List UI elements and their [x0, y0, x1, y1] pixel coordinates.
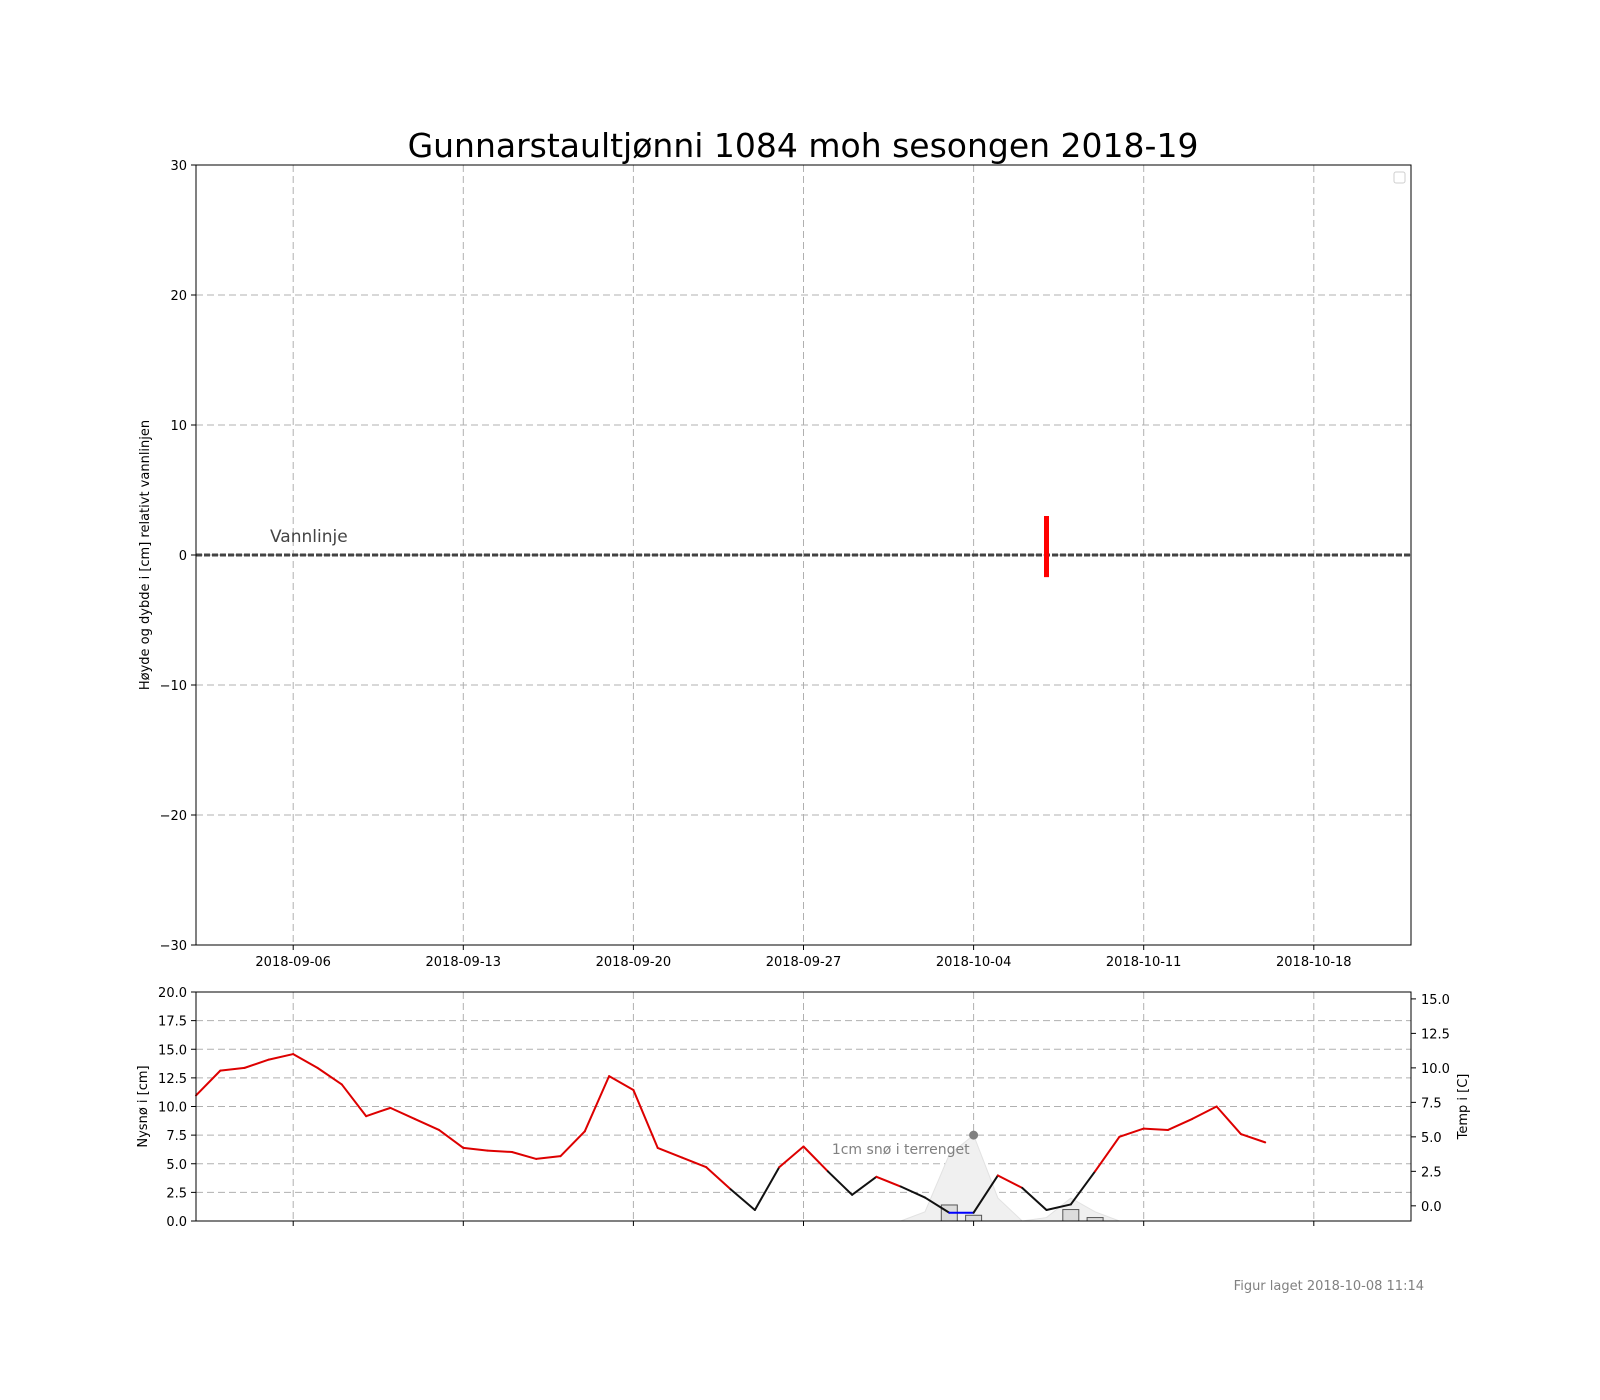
snow-bar [1062, 1209, 1080, 1222]
y-axis-label-snow: Nysnø i [cm] [136, 1065, 151, 1147]
top-axes: −30 −20 −10 0 10 20 30 2018-09-06 2018-09-13 2018… [138, 159, 1412, 970]
tick-label-y2: 12.5 [1421, 1027, 1450, 1042]
temp-segment [1045, 1203, 1072, 1211]
tick-label-y: 20 [170, 289, 187, 304]
tick-label-y2: 5.0 [1421, 1131, 1442, 1146]
temp-segment [559, 1130, 586, 1158]
bottom-content: 1cm snø i terrenget [195, 1053, 1267, 1222]
tick-label-y2: 2.5 [1421, 1165, 1442, 1180]
temp-segment [899, 1185, 926, 1199]
bottom-axes: 0.0 2.5 5.0 7.5 10.0 12.5 15.0 17.5 20.0 0.0 2.5 5.… [136, 986, 1471, 1230]
tick-label-y: 10.0 [158, 1101, 187, 1116]
temp-segment [510, 1151, 538, 1160]
temp-segment [583, 1075, 611, 1133]
temp-segment [195, 1069, 222, 1097]
temp-segment [1191, 1105, 1218, 1120]
tick-label-y: 17.5 [158, 1015, 187, 1030]
chart-title: Gunnarstaultjønni 1084 moh sesongen 2018… [408, 126, 1199, 165]
temp-segment [462, 1146, 489, 1152]
temp-segment [1118, 1127, 1145, 1138]
tick-label-x: 2018-10-11 [1106, 955, 1182, 970]
temp-segment [608, 1075, 635, 1091]
temp-segment [802, 1145, 829, 1173]
temp-segment [924, 1196, 951, 1214]
tick-label-y: 0 [179, 549, 187, 564]
temp-segment [996, 1174, 1024, 1189]
tick-label-y: 10 [170, 419, 187, 434]
temp-segment [729, 1188, 756, 1211]
tick-label-x: 2018-10-18 [1276, 955, 1352, 970]
tick-label-y: 7.5 [166, 1129, 187, 1144]
temp-segment [413, 1117, 440, 1131]
tick-label-x: 2018-09-27 [766, 955, 842, 970]
temp-segment [316, 1066, 343, 1086]
y-axis-label-temp: Temp i [C] [1456, 1074, 1471, 1141]
tick-label-x: 2018-10-04 [936, 955, 1012, 970]
temp-segment [438, 1128, 465, 1149]
temp-segment [267, 1053, 295, 1061]
temp-segment [219, 1066, 246, 1072]
tick-label-y: −20 [160, 809, 187, 824]
temp-segment [1239, 1133, 1267, 1144]
legend-box [1393, 171, 1406, 184]
y-axis-label: Høyde og dybde i [cm] relativt vannlinje… [138, 420, 153, 690]
temp-segment [365, 1106, 392, 1118]
temp-segment [535, 1155, 562, 1160]
tick-label-x: 2018-09-13 [426, 955, 502, 970]
bottom-panel: 1cm snø i terrenget 0.0 2.5 5.0 7.5 10.0 12.5… [136, 986, 1471, 1230]
temp-segment [1215, 1105, 1242, 1136]
temp-segment [851, 1175, 878, 1196]
temp-segment [681, 1156, 708, 1169]
annotation-label: 1cm snø i terrenget [832, 1142, 970, 1158]
tick-label-y: 30 [170, 159, 187, 174]
temp-segment [1021, 1186, 1048, 1211]
snow-bar [1086, 1217, 1104, 1222]
temp-segment [632, 1088, 659, 1149]
temp-segment [486, 1149, 513, 1154]
top-panel: Vannlinje −30 −20 −10 0 10 20 30 2018-09-06 2018… [138, 159, 1412, 970]
temp-segment [243, 1058, 270, 1069]
temp-segment [972, 1174, 999, 1214]
tick-label-y: 20.0 [158, 986, 187, 1001]
tick-label-y2: 15.0 [1421, 993, 1450, 1008]
temp-segment [875, 1175, 902, 1188]
temp-segment [1167, 1117, 1194, 1131]
temp-segment [292, 1053, 319, 1069]
tick-label-y: 0.0 [166, 1215, 187, 1230]
tick-label-y2: 7.5 [1421, 1096, 1442, 1111]
top-content: Vannlinje [196, 516, 1411, 578]
temp-segment [389, 1106, 416, 1120]
tick-label-x: 2018-09-20 [596, 955, 672, 970]
temp-segment [340, 1083, 368, 1118]
tick-label-y: 15.0 [158, 1043, 187, 1058]
tick-label-y: 12.5 [158, 1072, 187, 1087]
waterline-label: Vannlinje [270, 527, 348, 547]
temp-segment [1094, 1135, 1121, 1173]
temp-segment [705, 1166, 732, 1191]
temp-segment [826, 1170, 854, 1196]
tick-label-y2: 10.0 [1421, 1062, 1450, 1077]
footer-timestamp: Figur laget 2018-10-08 11:14 [1234, 1279, 1424, 1294]
tick-label-x: 2018-09-06 [255, 955, 331, 970]
snow-bar [965, 1214, 983, 1222]
temp-segment [1142, 1127, 1169, 1131]
temp-segment [1069, 1170, 1097, 1206]
bottom-frame [195, 991, 1412, 1222]
tick-label-y: 5.0 [166, 1158, 187, 1173]
temp-segment [753, 1166, 781, 1211]
top-frame [195, 164, 1412, 946]
temp-segment [778, 1145, 805, 1169]
tick-label-y: 2.5 [166, 1186, 187, 1201]
tick-label-y: −10 [160, 679, 187, 694]
tick-label-y2: 0.0 [1421, 1200, 1442, 1215]
tick-label-y: −30 [160, 939, 187, 954]
annotation-point [969, 1130, 979, 1140]
temp-segment [656, 1146, 683, 1159]
bottom-grid [196, 992, 1411, 1221]
